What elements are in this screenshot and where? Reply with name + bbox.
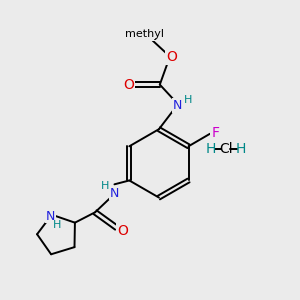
Text: N: N [46,210,55,223]
Text: H: H [53,220,61,230]
Text: F: F [211,126,219,140]
Text: H: H [206,142,216,155]
Text: N: N [173,99,182,112]
Text: H: H [184,95,192,105]
Text: O: O [124,78,134,92]
Text: O: O [117,224,128,238]
Text: methyl: methyl [124,30,163,40]
Text: H: H [101,182,110,191]
Text: methyl: methyl [125,29,164,39]
Text: H: H [236,142,246,155]
Text: Cl: Cl [219,142,232,155]
Text: N: N [110,187,119,200]
Text: O: O [166,50,177,64]
